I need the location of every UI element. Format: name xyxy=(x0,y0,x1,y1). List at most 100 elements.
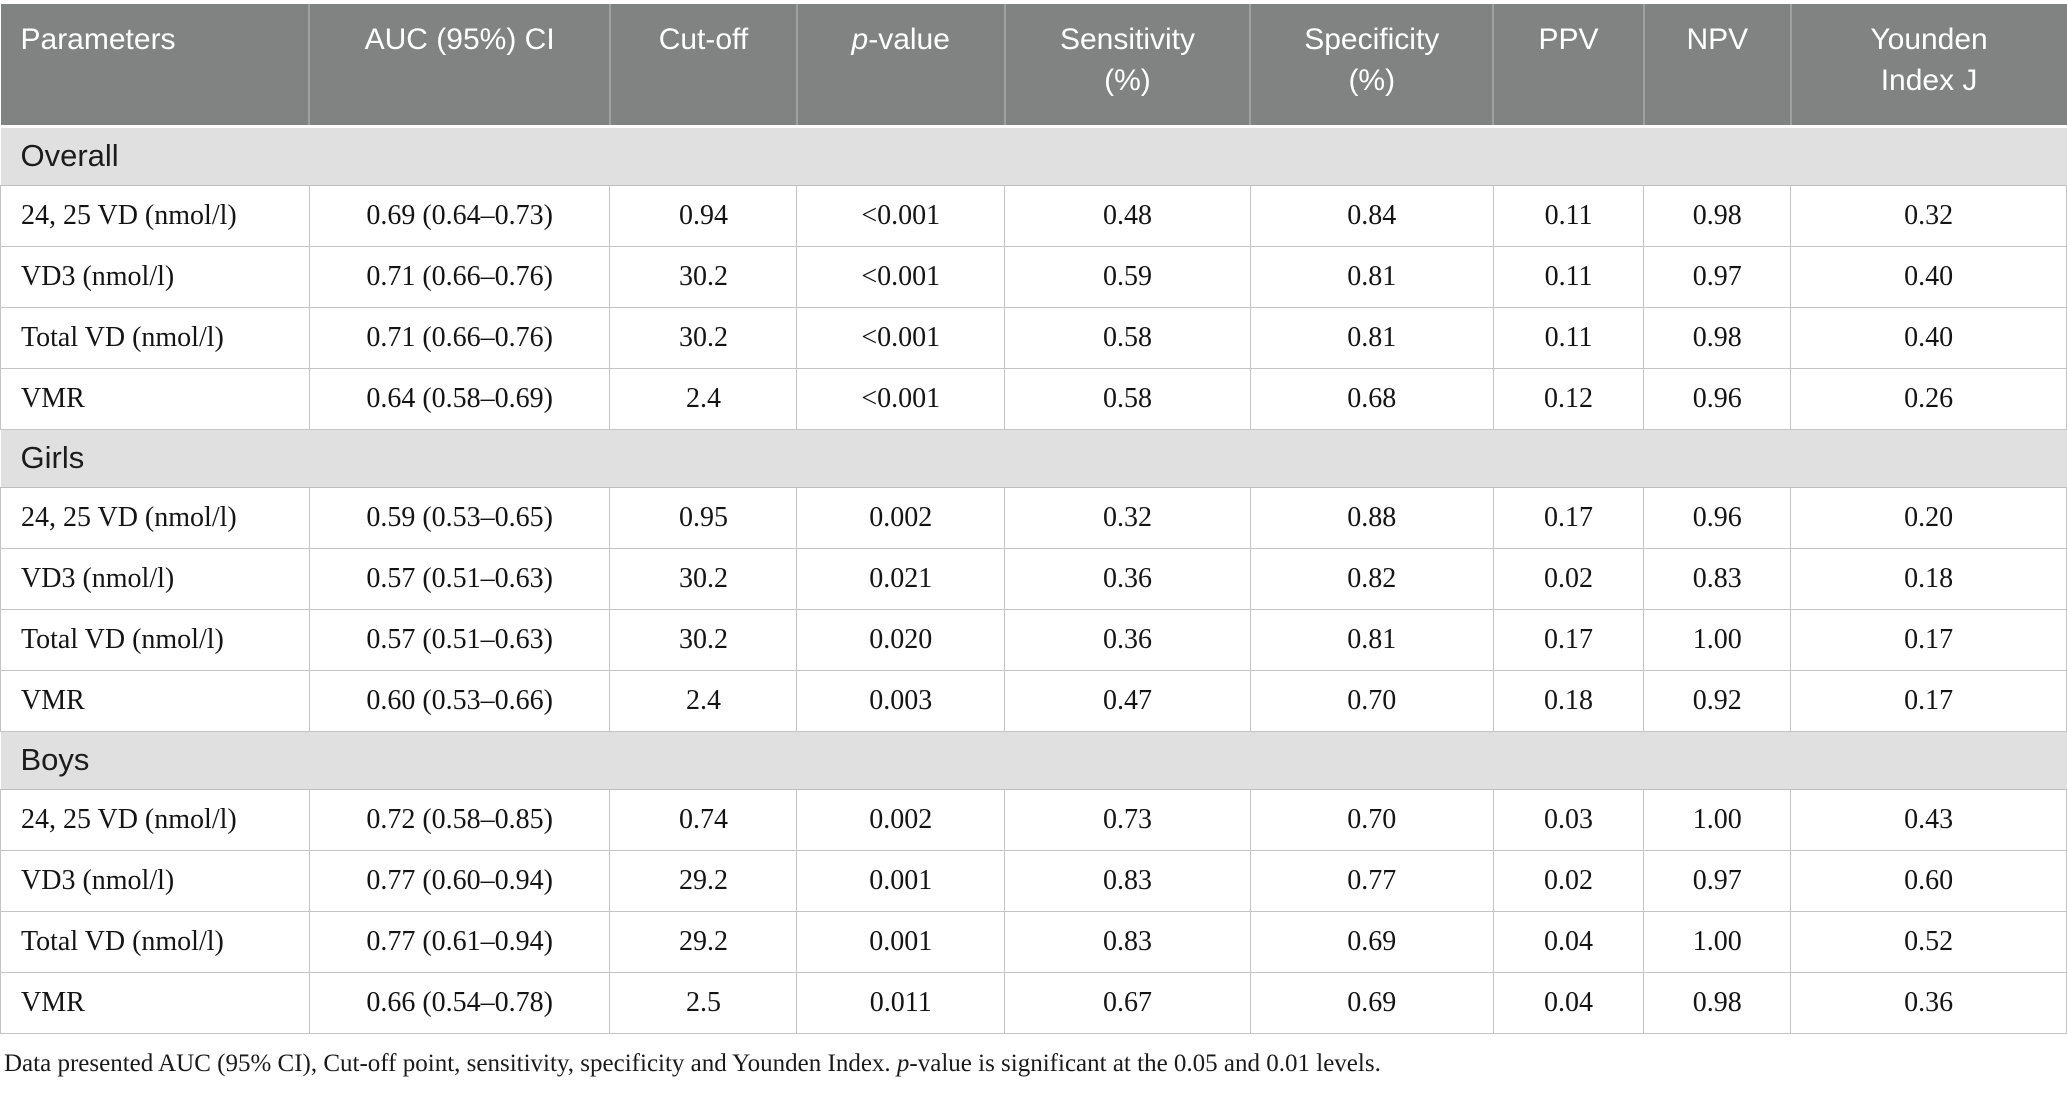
value-cell: 0.003 xyxy=(796,669,1006,732)
header-cell-ppv: PPV xyxy=(1493,4,1645,128)
value-cell: 0.32 xyxy=(1004,486,1251,549)
value-cell: 0.11 xyxy=(1492,306,1645,369)
value-cell: <0.001 xyxy=(796,245,1006,308)
header-cell-cut-off: Cut-off xyxy=(609,4,798,128)
value-cell: 0.77 (0.61–0.94) xyxy=(308,910,611,973)
value-cell: 0.97 xyxy=(1643,849,1792,912)
parameter-cell: VD3 (nmol/l) xyxy=(0,245,310,308)
section-row-girls: Girls xyxy=(0,428,2067,488)
value-cell: 0.18 xyxy=(1790,547,2067,610)
footnote-italic-p: p xyxy=(896,1049,910,1077)
value-cell: 0.64 (0.58–0.69) xyxy=(308,367,611,430)
table-row: VD3 (nmol/l) 0.77 (0.60–0.94) 29.2 0.001 0.8… xyxy=(0,849,2067,912)
value-cell: 0.77 xyxy=(1249,849,1494,912)
value-cell: 0.20 xyxy=(1790,486,2067,549)
value-cell: 30.2 xyxy=(609,245,798,308)
value-cell: 0.59 (0.53–0.65) xyxy=(308,486,611,549)
value-cell: 0.77 (0.60–0.94) xyxy=(308,849,611,912)
header-cell-auc-95-ci: AUC (95%) CI xyxy=(309,4,611,128)
header-cell-parameters: Parameters xyxy=(0,4,311,128)
header-cell-p-value: p-value xyxy=(796,4,1006,128)
section-title: Overall xyxy=(0,125,2067,186)
value-cell: 0.83 xyxy=(1004,849,1251,912)
value-cell: 0.60 (0.53–0.66) xyxy=(308,669,611,732)
parameter-cell: 24, 25 VD (nmol/l) xyxy=(0,184,310,247)
footnote-text-post: -value is significant at the 0.05 and 0.… xyxy=(909,1049,1381,1077)
value-cell: 0.36 xyxy=(1004,608,1251,671)
value-cell: 0.021 xyxy=(796,547,1006,610)
value-cell: 0.36 xyxy=(1790,971,2067,1034)
value-cell: 0.66 (0.54–0.78) xyxy=(308,971,611,1034)
parameter-cell: 24, 25 VD (nmol/l) xyxy=(0,486,310,549)
table-row: 24, 25 VD (nmol/l) 0.72 (0.58–0.85) 0.74 0.… xyxy=(0,788,2067,851)
section-title: Girls xyxy=(0,428,2067,488)
value-cell: 0.26 xyxy=(1790,367,2067,430)
value-cell: 0.17 xyxy=(1790,669,2067,732)
value-cell: 29.2 xyxy=(609,910,798,973)
value-cell: 0.92 xyxy=(1643,669,1792,732)
value-cell: 0.36 xyxy=(1004,547,1251,610)
value-cell: 0.71 (0.66–0.76) xyxy=(308,245,611,308)
value-cell: 0.11 xyxy=(1492,184,1645,247)
value-cell: 0.81 xyxy=(1249,608,1494,671)
parameter-cell: VMR xyxy=(0,669,310,732)
table-row: VMR 0.60 (0.53–0.66) 2.4 0.003 0.47 0.70 0.18 0… xyxy=(0,669,2067,732)
value-cell: 0.12 xyxy=(1492,367,1645,430)
value-cell: 0.70 xyxy=(1249,669,1494,732)
value-cell: 0.17 xyxy=(1492,486,1645,549)
value-cell: 0.98 xyxy=(1643,184,1792,247)
value-cell: 1.00 xyxy=(1643,910,1792,973)
value-cell: 0.40 xyxy=(1790,245,2067,308)
value-cell: 0.97 xyxy=(1643,245,1792,308)
table-row: VD3 (nmol/l) 0.71 (0.66–0.76) 30.2 <0.001 0.… xyxy=(0,245,2067,308)
value-cell: 0.32 xyxy=(1790,184,2067,247)
table-row: VD3 (nmol/l) 0.57 (0.51–0.63) 30.2 0.021 0.3… xyxy=(0,547,2067,610)
value-cell: 0.52 xyxy=(1790,910,2067,973)
value-cell: 0.02 xyxy=(1492,547,1645,610)
value-cell: 0.03 xyxy=(1492,788,1645,851)
value-cell: 0.43 xyxy=(1790,788,2067,851)
value-cell: 0.47 xyxy=(1004,669,1251,732)
value-cell: 0.58 xyxy=(1004,306,1251,369)
value-cell: 0.69 xyxy=(1249,971,1494,1034)
value-cell: 0.18 xyxy=(1492,669,1645,732)
section-title: Boys xyxy=(0,730,2067,790)
value-cell: 2.4 xyxy=(609,669,798,732)
value-cell: 0.17 xyxy=(1790,608,2067,671)
roc-analysis-table: Parameters AUC (95%) CI Cut-off p-value Sens… xyxy=(0,4,2067,1034)
value-cell: 0.70 xyxy=(1249,788,1494,851)
value-cell: 0.82 xyxy=(1249,547,1494,610)
value-cell: 0.002 xyxy=(796,486,1006,549)
value-cell: 0.96 xyxy=(1643,486,1792,549)
header-cell-sensitivity: Sensitivity (%) xyxy=(1004,4,1252,128)
value-cell: <0.001 xyxy=(796,184,1006,247)
header-row: Parameters AUC (95%) CI Cut-off p-value Sens… xyxy=(0,4,2067,128)
value-cell: 0.40 xyxy=(1790,306,2067,369)
parameter-cell: Total VD (nmol/l) xyxy=(0,608,310,671)
value-cell: 30.2 xyxy=(609,547,798,610)
table-row: VMR 0.66 (0.54–0.78) 2.5 0.011 0.67 0.69 0.04 0… xyxy=(0,971,2067,1034)
value-cell: 0.17 xyxy=(1492,608,1645,671)
table-row: VMR 0.64 (0.58–0.69) 2.4 <0.001 0.58 0.68 0.12… xyxy=(0,367,2067,430)
value-cell: 0.94 xyxy=(609,184,798,247)
value-cell: 0.69 xyxy=(1249,910,1494,973)
table-row: Total VD (nmol/l) 0.71 (0.66–0.76) 30.2 <0.… xyxy=(0,306,2067,369)
value-cell: 0.57 (0.51–0.63) xyxy=(308,547,611,610)
value-cell: 0.69 (0.64–0.73) xyxy=(308,184,611,247)
value-cell: 0.98 xyxy=(1643,971,1792,1034)
value-cell: 0.95 xyxy=(609,486,798,549)
parameter-cell: VMR xyxy=(0,367,310,430)
value-cell: 0.96 xyxy=(1643,367,1792,430)
value-cell: 0.71 (0.66–0.76) xyxy=(308,306,611,369)
value-cell: 1.00 xyxy=(1643,788,1792,851)
table-row: 24, 25 VD (nmol/l) 0.59 (0.53–0.65) 0.95 0.… xyxy=(0,486,2067,549)
value-cell: 0.81 xyxy=(1249,306,1494,369)
value-cell: 0.04 xyxy=(1492,910,1645,973)
header-cell-specificity: Specificity (%) xyxy=(1250,4,1495,128)
value-cell: 29.2 xyxy=(609,849,798,912)
value-cell: 0.001 xyxy=(796,910,1006,973)
value-cell: 30.2 xyxy=(609,608,798,671)
table-row: Total VD (nmol/l) 0.57 (0.51–0.63) 30.2 0.0… xyxy=(0,608,2067,671)
value-cell: 0.58 xyxy=(1004,367,1251,430)
footnote: Data presented AUC (95% CI), Cut-off poi… xyxy=(4,1048,2061,1079)
